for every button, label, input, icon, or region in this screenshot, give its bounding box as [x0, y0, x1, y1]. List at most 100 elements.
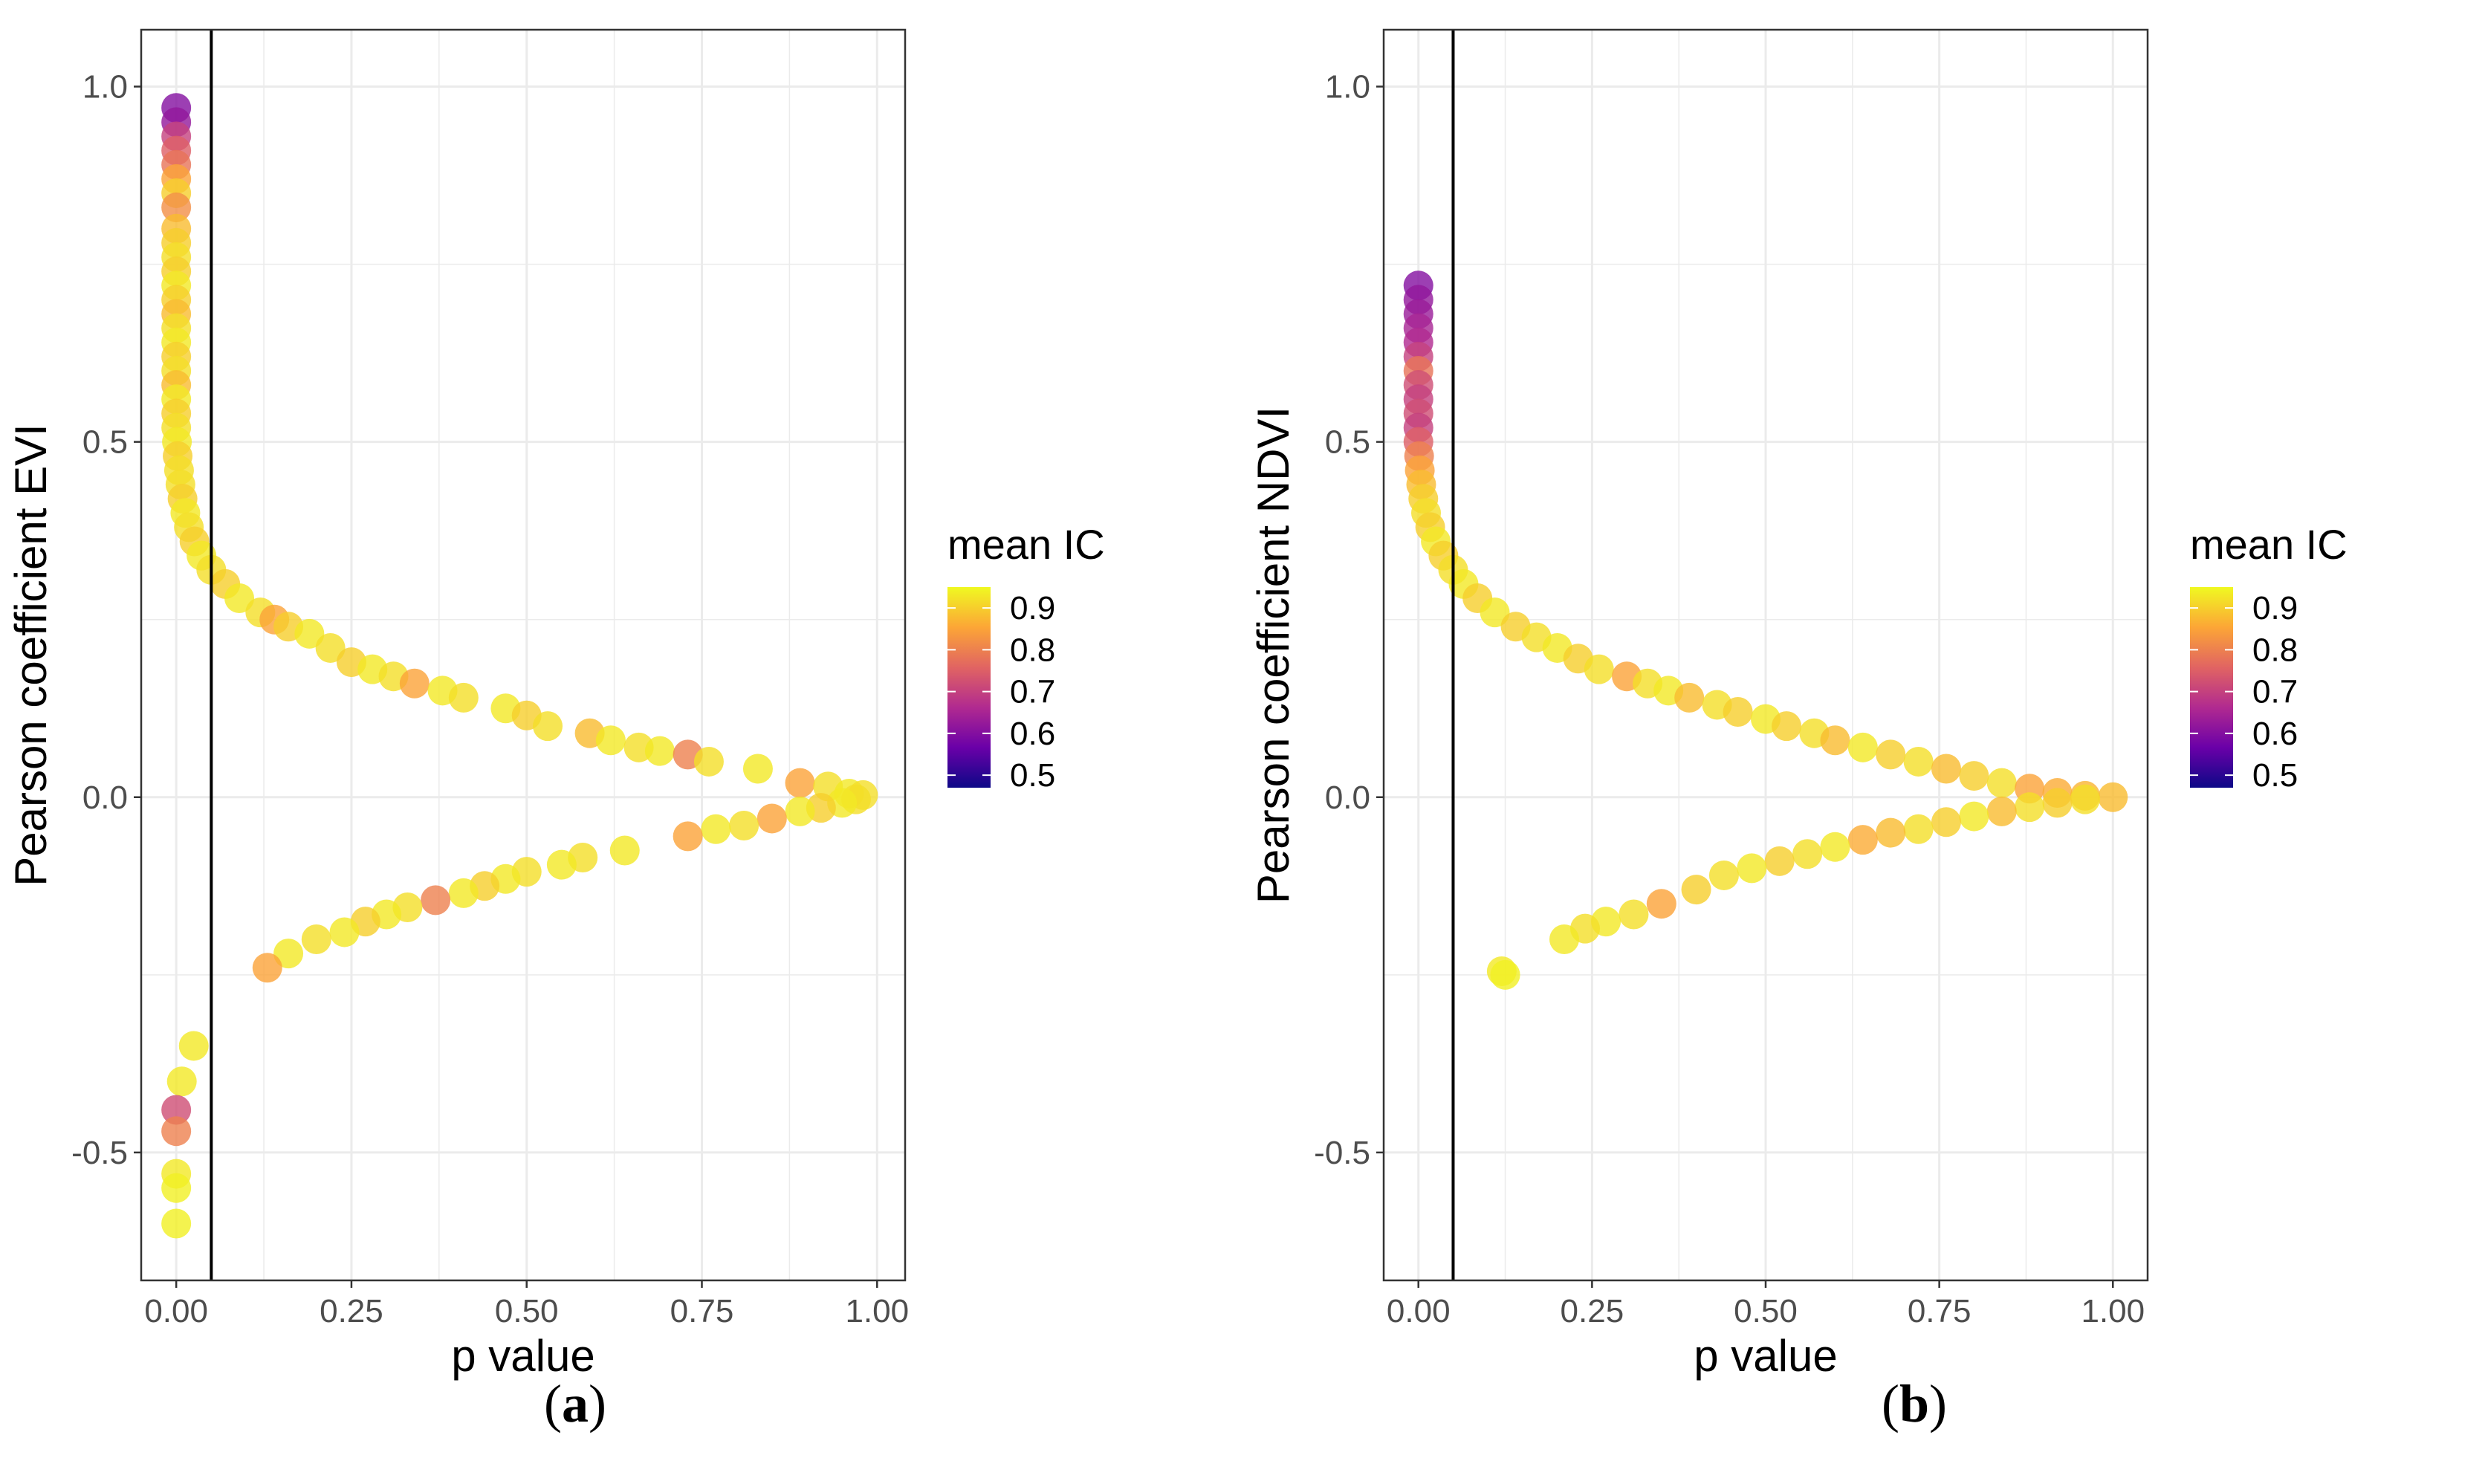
panel-a-x-tick-label: 0.25 [320, 1293, 383, 1329]
panel-a-legend-label: 0.7 [1010, 674, 1055, 710]
panel-b-point [1619, 899, 1649, 930]
panel-b-point [2042, 788, 2073, 818]
panel-b-point [2015, 792, 2045, 823]
panel-b-point [1876, 739, 1906, 770]
panel-a-point [644, 736, 675, 766]
panel-a-y-axis-title: Pearson coefficient EVI [6, 424, 56, 887]
panel-label-b: (b) [1881, 1374, 1947, 1433]
panel-b-colorbar [2190, 587, 2233, 788]
panel-b-point [1737, 853, 1767, 884]
panel-a-legend-label: 0.8 [1010, 632, 1055, 668]
panel-b-x-axis-title: p value [1694, 1331, 1837, 1381]
panel-a-y-tick-label: 0.5 [82, 424, 128, 461]
panel-a-point [729, 811, 759, 840]
panel-a-point [421, 885, 451, 916]
panel-a-x-tick-label: 1.00 [845, 1293, 909, 1329]
panel-a-legend-label: 0.5 [1010, 757, 1055, 794]
panel-a-point [399, 668, 430, 699]
panel-a-point [301, 924, 331, 954]
panel-a-legend-title: mean IC [947, 521, 1105, 568]
panel-a-point [701, 814, 731, 844]
panel-b-chart: 0.00 0.25 0.50 0.75 1.00 -0.5 0.0 0.5 1.0 p value… [1248, 28, 2348, 1381]
panel-b-point [1772, 711, 1802, 742]
panel-a-y-tick-label: -0.5 [71, 1135, 128, 1171]
panel-b-point [1792, 839, 1823, 869]
panel-a-point [166, 1066, 197, 1097]
panel-a-point [785, 768, 815, 798]
panel-b-y-tick-label: -0.5 [1314, 1135, 1370, 1171]
panel-a-point [178, 1031, 209, 1061]
panel-a-point [533, 711, 563, 742]
panel-a-point [448, 878, 479, 908]
panel-a-chart: 0.00 0.25 0.50 0.75 1.00 -0.5 0.0 0.5 1.0 p value… [6, 28, 1105, 1381]
panel-a-point [224, 583, 255, 613]
panel-b-point [1931, 807, 1961, 837]
panel-b-point [1931, 754, 1961, 784]
panel-b-y-axis-title: Pearson coefficient NDVI [1248, 406, 1298, 904]
panel-a-point [595, 725, 626, 756]
panel-b-legend-label: 0.8 [2252, 632, 2298, 668]
panel-a-plot-background [141, 30, 905, 1280]
panel-b-x-tick-label: 0.75 [1908, 1293, 1972, 1329]
panel-a-point [329, 917, 360, 947]
panel-b-point [1959, 761, 1989, 791]
panel-b-legend-label: 0.6 [2252, 716, 2298, 752]
panel-a-point [161, 1095, 192, 1125]
panel-a-point [448, 682, 479, 713]
panel-b-legend-label: 0.7 [2252, 674, 2298, 710]
panel-b-point [1847, 732, 1878, 762]
panel-label-a: (a) [544, 1374, 606, 1433]
panel-a-point [785, 796, 815, 826]
panel-b-x-tick-label: 1.00 [2081, 1293, 2145, 1329]
panel-b-point [1959, 801, 1989, 832]
panel-a-point [693, 746, 724, 777]
panel-a-legend-label: 0.6 [1010, 716, 1055, 752]
panel-b-point [1584, 654, 1614, 684]
panel-b-point [2098, 782, 2128, 812]
panel-a-point [273, 939, 304, 969]
panel-b-point [1708, 860, 1739, 890]
panel-a-x-tick-label: 0.50 [495, 1293, 559, 1329]
panel-a-y-tick-label: 1.0 [82, 69, 128, 106]
panel-a-point [756, 803, 787, 834]
panel-a-point [161, 1116, 192, 1147]
panel-a-point [252, 953, 282, 983]
panel-a-point [315, 632, 346, 663]
panel-a-x-tick-label: 0.00 [144, 1293, 208, 1329]
panel-b-x-tick-label: 0.25 [1561, 1293, 1624, 1329]
panel-b-point [1986, 768, 2017, 798]
panel-b-point [1820, 832, 1850, 862]
panel-b-legend-title: mean IC [2190, 521, 2348, 568]
panel-b-point [1903, 746, 1934, 777]
panel-b-x-tick-label: 0.50 [1734, 1293, 1798, 1329]
panel-b-point [1764, 846, 1795, 876]
panel-a-point [546, 849, 577, 880]
panel-b-point [1847, 825, 1878, 855]
panel-b-point [1674, 682, 1705, 713]
panel-b-legend-label: 0.9 [2252, 590, 2298, 626]
panel-a-x-axis-title: p value [451, 1331, 594, 1381]
panel-b-point [1681, 875, 1711, 905]
panel-b-point [1876, 817, 1906, 848]
panel-b-point [1723, 697, 1753, 727]
panel-b-point [1903, 814, 1934, 844]
panel-b-point [1490, 959, 1520, 990]
panel-label-a-letter: a [562, 1374, 589, 1433]
panel-b-legend-label: 0.5 [2252, 757, 2298, 794]
panel-label-b-letter: b [1899, 1374, 1930, 1433]
panel-b-point [1646, 889, 1676, 919]
panel-a-point [742, 754, 773, 784]
panel-a-panel-border [140, 28, 907, 1282]
panel-a-point [609, 835, 640, 866]
panel-a-point [294, 618, 325, 649]
panel-a-point [161, 1173, 192, 1203]
panel-a-x-tick-label: 0.75 [670, 1293, 734, 1329]
panel-a-colorbar [947, 587, 991, 788]
panel-b-point [1549, 924, 1579, 954]
panel-b-x-tick-label: 0.00 [1387, 1293, 1451, 1329]
panel-a-point [673, 821, 703, 852]
panel-b-point [1480, 597, 1510, 628]
panel-b-y-tick-label: 1.0 [1325, 69, 1370, 106]
panel-b-y-tick-label: 0.5 [1325, 424, 1370, 461]
